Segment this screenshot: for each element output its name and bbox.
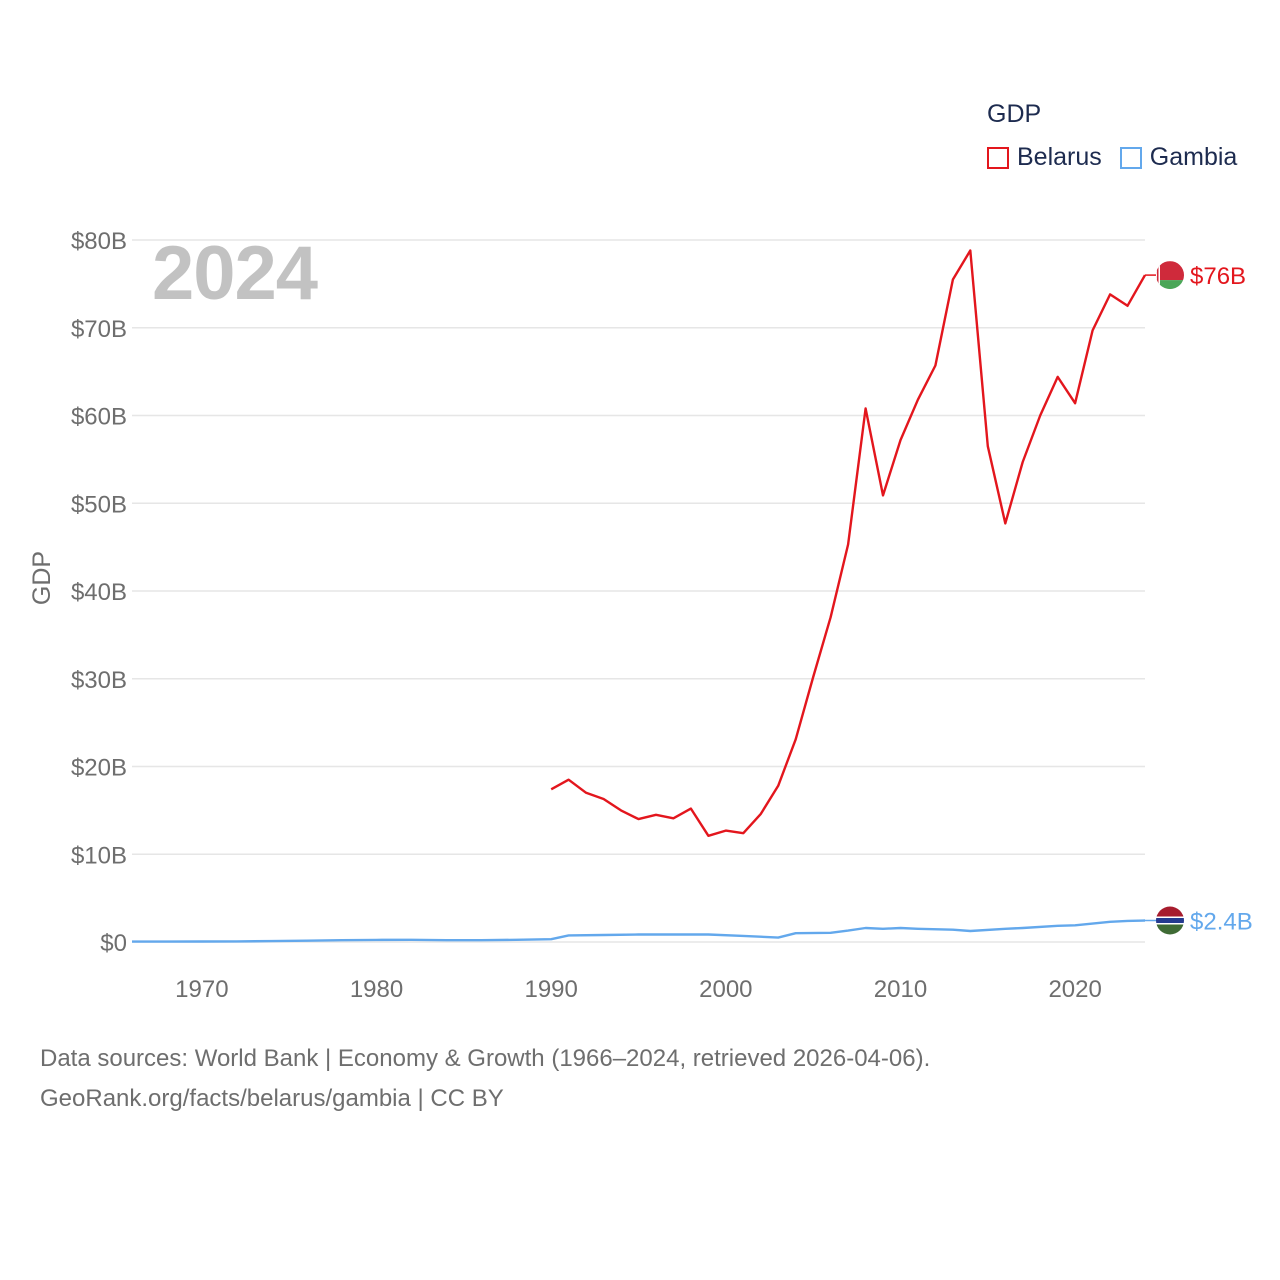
flag-marker-belarus — [1156, 261, 1184, 290]
footer-source: Data sources: World Bank | Economy & Gro… — [40, 1045, 931, 1072]
y-tick-label: $70B — [71, 316, 127, 343]
end-value-label-gambia: $2.4B — [1190, 909, 1253, 936]
legend-label-gambia: Gambia — [1149, 143, 1238, 171]
y-tick-label: $80B — [71, 228, 127, 255]
legend-swatch-gambia — [1119, 146, 1142, 169]
y-axis-ticks: $0 $10B $20B $30B $40B $50B $60B $70B $80B — [71, 228, 127, 957]
x-tick-label: 2000 — [699, 976, 752, 1003]
series-end-markers: $76B $2.4B — [1145, 261, 1253, 936]
legend-swatch-belarus — [987, 146, 1009, 169]
series-line-belarus — [550, 249, 1147, 837]
year-watermark: 2024 — [152, 231, 318, 316]
series-lines — [132, 249, 1147, 943]
x-tick-label: 1970 — [175, 976, 228, 1003]
end-value-label-belarus: $76B — [1190, 263, 1246, 290]
legend: Belarus Gambia — [987, 143, 1255, 172]
y-tick-label: $10B — [71, 842, 127, 869]
y-tick-label: $30B — [71, 667, 127, 694]
y-tick-label: $0 — [100, 930, 127, 957]
grid-lines — [132, 239, 1145, 943]
x-tick-label: 2010 — [874, 976, 927, 1003]
x-tick-label: 1980 — [350, 976, 403, 1003]
y-tick-label: $50B — [71, 491, 127, 518]
legend-label-belarus: Belarus — [1017, 143, 1102, 171]
y-tick-label: $40B — [71, 579, 127, 606]
x-tick-label: 2020 — [1048, 976, 1101, 1003]
flag-marker-gambia — [1156, 906, 1184, 935]
legend-item-belarus[interactable]: Belarus — [987, 143, 1102, 172]
y-axis-label: GDP — [28, 551, 56, 605]
legend-item-gambia[interactable]: Gambia — [1119, 143, 1238, 172]
x-axis-ticks: 1970 1980 1990 2000 2010 2020 — [175, 976, 1102, 1003]
legend-title: GDP — [987, 100, 1042, 128]
series-line-gambia — [132, 919, 1146, 943]
y-tick-label: $20B — [71, 755, 127, 782]
x-tick-label: 1990 — [524, 976, 577, 1003]
y-tick-label: $60B — [71, 404, 127, 431]
footer-credit[interactable]: GeoRank.org/facts/belarus/gambia | CC BY — [40, 1085, 504, 1112]
